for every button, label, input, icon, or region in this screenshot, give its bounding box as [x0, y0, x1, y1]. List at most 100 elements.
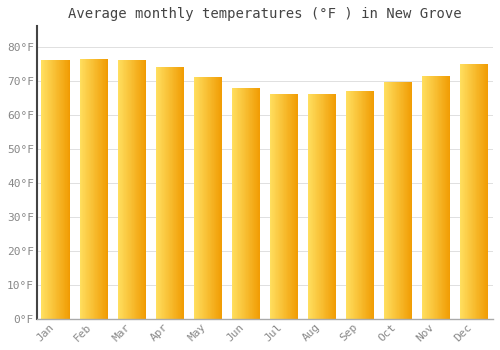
Bar	[475, 64, 476, 319]
Bar	[244, 88, 245, 319]
Bar	[431, 76, 432, 319]
Bar	[210, 77, 211, 319]
Bar	[54, 60, 55, 319]
Bar	[460, 64, 461, 319]
Bar	[85, 58, 86, 319]
Bar	[407, 82, 408, 319]
Bar	[236, 88, 238, 319]
Bar	[333, 94, 334, 319]
Bar	[310, 94, 311, 319]
Bar	[348, 91, 349, 319]
Bar	[176, 67, 178, 319]
Bar	[484, 64, 485, 319]
Bar	[209, 77, 210, 319]
Bar	[272, 94, 273, 319]
Bar	[63, 60, 64, 319]
Bar	[202, 77, 203, 319]
Bar	[438, 76, 439, 319]
Bar	[440, 76, 441, 319]
Bar	[142, 60, 144, 319]
Bar	[445, 76, 446, 319]
Bar	[254, 88, 255, 319]
Bar	[467, 64, 468, 319]
Bar	[233, 88, 234, 319]
Bar	[448, 76, 449, 319]
Bar	[200, 77, 201, 319]
Bar	[156, 67, 158, 319]
Bar	[294, 94, 295, 319]
Bar	[183, 67, 184, 319]
Bar	[210, 77, 212, 319]
Bar	[52, 60, 53, 319]
Bar	[347, 91, 348, 319]
Bar	[444, 76, 445, 319]
Bar	[235, 88, 236, 319]
Bar	[446, 76, 447, 319]
Bar	[428, 76, 429, 319]
Bar	[430, 76, 431, 319]
Bar	[354, 91, 355, 319]
Bar	[330, 94, 331, 319]
Bar	[479, 64, 480, 319]
Bar	[355, 91, 356, 319]
Bar	[259, 88, 260, 319]
Bar	[320, 94, 321, 319]
Bar	[363, 91, 364, 319]
Bar	[51, 60, 52, 319]
Bar	[296, 94, 297, 319]
Bar	[175, 67, 176, 319]
Bar	[308, 94, 309, 319]
Bar	[163, 67, 164, 319]
Bar	[87, 58, 88, 319]
Bar	[135, 60, 136, 319]
Bar	[361, 91, 362, 319]
Bar	[481, 64, 482, 319]
Bar	[483, 64, 484, 319]
Bar	[174, 67, 175, 319]
Bar	[216, 77, 217, 319]
Bar	[50, 60, 51, 319]
Bar	[357, 91, 358, 319]
Bar	[139, 60, 140, 319]
Bar	[81, 58, 82, 319]
Bar	[138, 60, 140, 319]
Bar	[221, 77, 222, 319]
Bar	[206, 77, 207, 319]
Bar	[487, 64, 488, 319]
Bar	[409, 82, 410, 319]
Bar	[91, 58, 92, 319]
Bar	[385, 82, 386, 319]
Bar	[449, 76, 450, 319]
Bar	[280, 94, 281, 319]
Bar	[88, 58, 90, 319]
Bar	[120, 60, 121, 319]
Bar	[388, 82, 389, 319]
Bar	[98, 58, 99, 319]
Bar	[101, 58, 102, 319]
Bar	[55, 60, 56, 319]
Bar	[279, 94, 280, 319]
Bar	[133, 60, 134, 319]
Bar	[182, 67, 183, 319]
Bar	[194, 77, 196, 319]
Bar	[65, 60, 66, 319]
Bar	[365, 91, 366, 319]
Bar	[59, 60, 60, 319]
Bar	[329, 94, 330, 319]
Bar	[121, 60, 122, 319]
Bar	[362, 91, 363, 319]
Bar	[439, 76, 440, 319]
Bar	[400, 82, 401, 319]
Bar	[442, 76, 443, 319]
Bar	[411, 82, 412, 319]
Bar	[61, 60, 62, 319]
Bar	[205, 77, 206, 319]
Bar	[100, 58, 102, 319]
Bar	[423, 76, 424, 319]
Bar	[125, 60, 126, 319]
Bar	[107, 58, 108, 319]
Bar	[401, 82, 402, 319]
Bar	[276, 94, 277, 319]
Bar	[158, 67, 159, 319]
Bar	[105, 58, 106, 319]
